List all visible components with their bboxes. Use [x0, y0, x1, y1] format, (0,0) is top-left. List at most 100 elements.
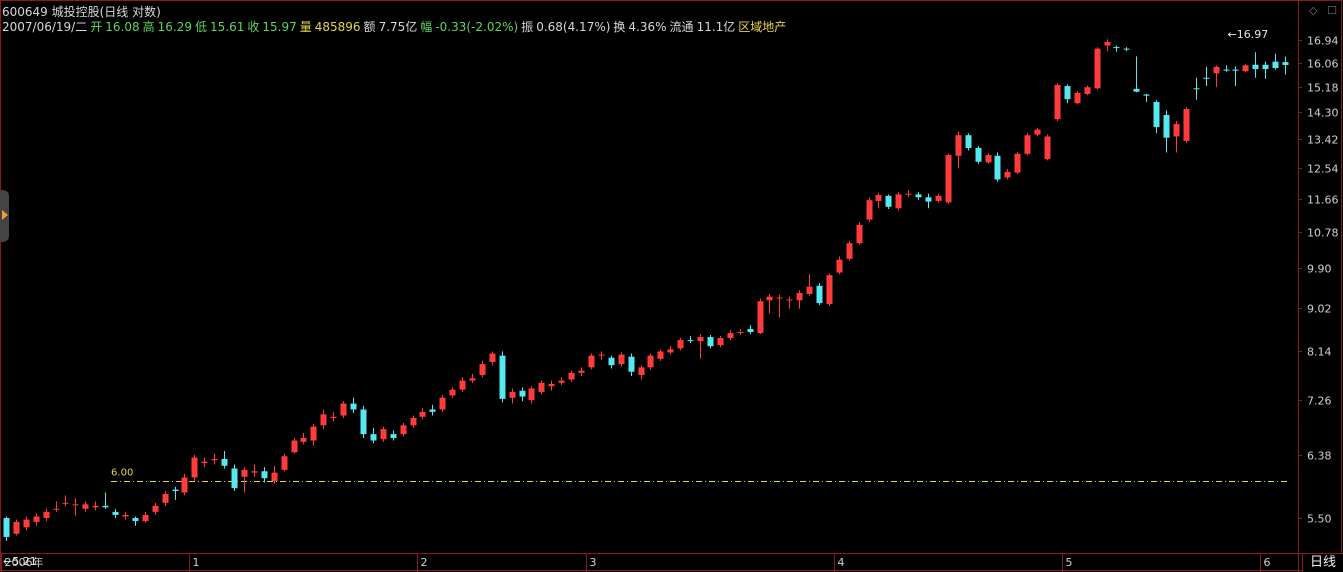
candle-body [638, 367, 645, 376]
candle [1223, 65, 1230, 72]
candle-body [915, 194, 922, 198]
candle [1143, 93, 1150, 103]
candle [201, 457, 208, 468]
candle-body [816, 285, 823, 304]
candle [380, 426, 387, 442]
candle [905, 190, 912, 198]
candle-body [142, 514, 149, 522]
candle-body [152, 505, 159, 512]
candle [449, 387, 456, 398]
candle [836, 256, 843, 275]
candle [1183, 107, 1190, 143]
candle [1094, 47, 1101, 90]
candle [360, 405, 367, 438]
candle-body [578, 370, 585, 373]
candle-body [647, 355, 654, 368]
candle [1113, 45, 1120, 52]
quote-info-bar: 2007/06/19/二开 16.08 高 16.29 低 15.61 收 15.97 量 485… [2, 18, 789, 35]
candle-body [1034, 129, 1041, 135]
candle-body [558, 380, 565, 383]
candle [568, 370, 575, 382]
candle-body [1232, 69, 1239, 71]
candle [1074, 91, 1081, 105]
candle [102, 492, 109, 509]
y-tick-label: 15.18 [1307, 82, 1339, 95]
candle-body [172, 489, 179, 492]
candle [1242, 64, 1249, 73]
candle-body [370, 434, 377, 441]
candle [310, 424, 317, 446]
candle-body [965, 135, 972, 148]
candle-body [241, 469, 248, 477]
quote-date: 2007/06/19/二 [2, 20, 88, 34]
candle-body [400, 425, 407, 435]
candle [1203, 66, 1210, 87]
candle-body [13, 521, 20, 534]
x-tick-label: 2006年 [5, 555, 44, 569]
candle [965, 133, 972, 151]
candle-body [410, 417, 417, 426]
candle [33, 513, 40, 526]
candle-body [1193, 88, 1200, 90]
candle-body [608, 357, 615, 366]
candle-body [310, 426, 317, 441]
candle [370, 427, 377, 444]
candle [261, 467, 268, 483]
candle [211, 453, 218, 465]
candle-body [320, 414, 327, 426]
amplitude-label: 振 [521, 20, 534, 34]
candle-body [360, 409, 367, 435]
candle [390, 430, 397, 441]
candle [975, 145, 982, 164]
candle [191, 454, 198, 482]
candle [1014, 151, 1021, 174]
candle-body [53, 508, 60, 510]
candle [1004, 169, 1011, 180]
candle-body [776, 297, 783, 299]
y-tick-label: 5.50 [1307, 513, 1332, 526]
sector-link[interactable]: 区域地产 [738, 20, 787, 34]
candle-body [211, 458, 218, 461]
candle [241, 467, 248, 493]
candle [707, 335, 714, 349]
candle-body [469, 378, 476, 381]
candle-body [657, 351, 664, 359]
float-label: 流通 [669, 20, 694, 34]
candle [519, 387, 526, 402]
candle-body [1054, 84, 1061, 120]
candle [1232, 66, 1239, 87]
high-value: 16.29 [157, 20, 192, 34]
close-label: 收 [247, 20, 260, 34]
candle [677, 338, 684, 351]
candle [935, 193, 942, 203]
candle [618, 352, 625, 367]
candle-body [1213, 66, 1220, 74]
candle-body [1064, 86, 1071, 100]
candle [915, 192, 922, 201]
candle-body [1133, 88, 1140, 92]
candle-body [1113, 47, 1120, 49]
candle [429, 404, 436, 416]
candle [717, 336, 724, 348]
side-panel-toggle[interactable] [0, 190, 9, 242]
candle-body [1044, 136, 1051, 160]
x-tick-label: 1 [193, 556, 200, 569]
candle-body [33, 516, 40, 522]
candle-body [191, 457, 198, 478]
candle [410, 415, 417, 428]
candle-body [479, 364, 486, 376]
period-selector-button[interactable]: 日线 [1302, 553, 1343, 572]
amount-value: 7.75亿 [378, 20, 418, 34]
candle [806, 274, 813, 296]
stock-title: 600649 城投控股(日线 对数) [2, 5, 161, 19]
open-label: 开 [90, 20, 103, 34]
candle [747, 325, 754, 335]
candle-body [221, 458, 228, 466]
candle-body [291, 440, 298, 453]
candle-body [1173, 124, 1180, 137]
candle [439, 395, 446, 412]
candle [231, 464, 238, 492]
window-control-icons[interactable]: ◇ ☐ [1309, 4, 1340, 17]
x-tick-label: 4 [838, 556, 845, 569]
